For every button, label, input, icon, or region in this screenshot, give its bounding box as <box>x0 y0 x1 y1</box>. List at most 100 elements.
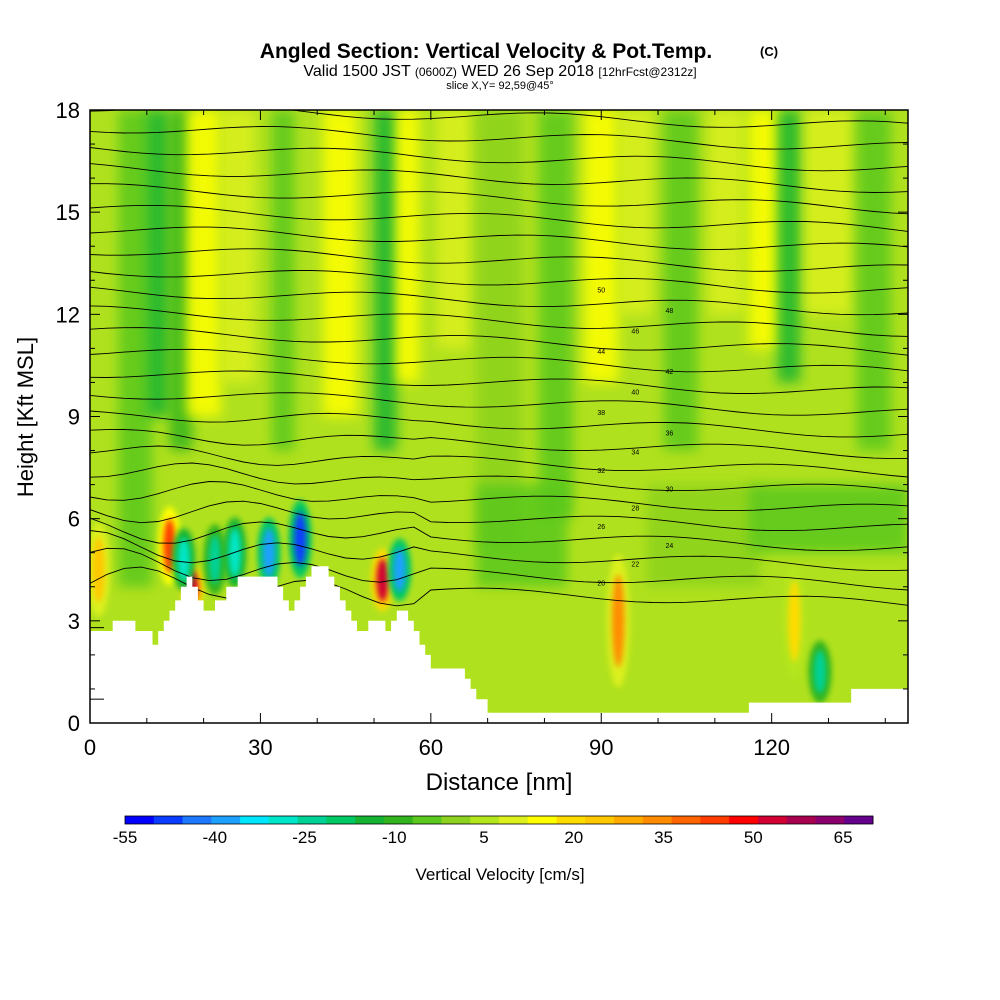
isentrope-38 <box>90 410 908 438</box>
colorbar-swatch <box>297 816 327 824</box>
slice-label: slice X,Y= 92,59@45° <box>446 80 554 92</box>
isentrope-66 <box>90 126 908 150</box>
colorbar-tick-label: 35 <box>654 828 673 847</box>
colorbar-swatch <box>125 816 155 824</box>
y-tick-label: 15 <box>56 200 80 225</box>
colorbar-swatch <box>355 816 385 824</box>
colorbar-tick-label: 65 <box>834 828 853 847</box>
velocity-cell-12 <box>813 650 827 694</box>
isentrope-54 <box>90 248 908 272</box>
vertical-velocity-cells <box>90 499 832 704</box>
isentrope-label: 32 <box>597 468 605 475</box>
subtitle-utc: (0600Z) <box>415 65 457 79</box>
isentrope-24 <box>90 530 908 572</box>
isentrope-44 <box>90 348 908 373</box>
y-tick-label: 18 <box>56 98 80 123</box>
isentrope-40 <box>90 392 908 416</box>
colorbar-swatch <box>211 816 241 824</box>
colorbar-swatch <box>499 816 529 824</box>
velocity-streak-10 <box>476 110 522 553</box>
velocity-cell-11 <box>788 579 801 662</box>
isentrope-label: 20 <box>597 580 605 587</box>
isentrope-label: 42 <box>666 369 674 376</box>
x-tick-label: 60 <box>419 735 443 760</box>
velocity-cell-8 <box>376 558 389 602</box>
y-tick-label: 3 <box>68 609 80 634</box>
colorbar-tick-label: -40 <box>202 828 227 847</box>
isentrope-label: 36 <box>666 431 674 438</box>
isentrope-62 <box>90 163 908 193</box>
colorbar-tick-label: -25 <box>292 828 317 847</box>
colorbar-label: Vertical Velocity [cm/s] <box>415 865 584 884</box>
isentrope-32 <box>90 462 908 492</box>
colorbar-swatch <box>527 816 558 824</box>
colorbar-swatch <box>412 816 442 824</box>
isentrope-label: 22 <box>631 562 639 569</box>
chart-subtitle: Valid 1500 JST (0600Z) WED 26 Sep 2018 [… <box>303 63 696 80</box>
isentrope-22 <box>90 547 908 591</box>
colorbar-swatch <box>786 816 816 824</box>
colorbar-tick-label: -10 <box>382 828 407 847</box>
velocity-streak-11 <box>538 110 573 519</box>
isentrope-30 <box>90 481 908 512</box>
isentrope-label: 50 <box>597 287 605 294</box>
velocity-streak-7 <box>374 110 397 451</box>
velocity-streak-20 <box>476 484 568 587</box>
x-axis-label: Distance [nm] <box>426 769 573 796</box>
colorbar-tick-label: -55 <box>113 828 138 847</box>
colorbar-swatch <box>844 816 874 824</box>
colorbar-swatch <box>240 816 270 824</box>
isentrope-56 <box>90 226 908 251</box>
y-tick-label: 6 <box>68 507 80 532</box>
velocity-streak-19 <box>856 110 891 451</box>
velocity-streak-6 <box>322 110 357 417</box>
colorbar-tick-label: 5 <box>479 828 488 847</box>
isentrope-48 <box>90 305 908 337</box>
potential-temperature-isentropes: 20 22 24 26 28 30 32 34 36 38 40 42 44 46 48 50 <box>90 110 908 607</box>
velocity-streak-8 <box>396 110 420 383</box>
x-tick-label: 90 <box>589 735 613 760</box>
isentrope-label: 26 <box>597 524 605 531</box>
velocity-streak-13 <box>618 110 653 315</box>
y-tick-label: 12 <box>56 302 80 327</box>
isentrope-label: 44 <box>597 349 605 356</box>
isentrope-34 <box>90 445 908 478</box>
isentrope-64 <box>90 147 908 172</box>
isentrope-58 <box>90 204 908 232</box>
isentrope-28 <box>90 500 908 532</box>
colorbar-swatch <box>182 816 212 824</box>
velocity-streak-17 <box>777 110 801 383</box>
isentrope-label: 28 <box>631 505 639 512</box>
isentrope-52 <box>90 270 908 294</box>
subtitle-forecast: [12hrFcst@2312z] <box>598 65 696 79</box>
colorbar-swatch <box>614 816 644 824</box>
isentrope-label: 48 <box>666 308 674 315</box>
colorbar-swatch <box>642 816 673 824</box>
colorbar-swatch <box>729 816 759 824</box>
isentrope-label: 46 <box>631 328 639 335</box>
velocity-cell-0 <box>92 537 105 603</box>
isentrope-label: 34 <box>631 449 639 456</box>
colorbar-swatch <box>815 816 845 824</box>
subtitle-valid: Valid 1500 JST <box>303 63 411 80</box>
colorbar-swatch <box>757 816 788 824</box>
velocity-cell-6 <box>262 528 276 578</box>
isentrope-46 <box>90 327 908 356</box>
velocity-cell-7 <box>294 511 307 567</box>
velocity-cell-4 <box>208 535 222 585</box>
velocity-streak-12 <box>584 110 619 383</box>
velocity-streak-15 <box>709 110 744 315</box>
subtitle-date: WED 26 Sep 2018 <box>461 63 594 80</box>
velocity-streak-5 <box>271 110 295 451</box>
velocity-streak-4 <box>220 110 255 383</box>
isentrope-label: 24 <box>666 543 674 550</box>
velocity-streak-21 <box>646 484 761 587</box>
colorbar-tick-label: 50 <box>744 828 763 847</box>
colorbar-swatch <box>671 816 701 824</box>
velocity-cell-3 <box>177 537 190 582</box>
velocity-streak-22 <box>748 484 908 553</box>
x-tick-label: 120 <box>753 735 790 760</box>
colorbar: -55 -40 -25 -10 5 20 35 50 65 <box>113 815 874 847</box>
chart-title: Angled Section: Vertical Velocity & Pot.… <box>260 40 712 63</box>
